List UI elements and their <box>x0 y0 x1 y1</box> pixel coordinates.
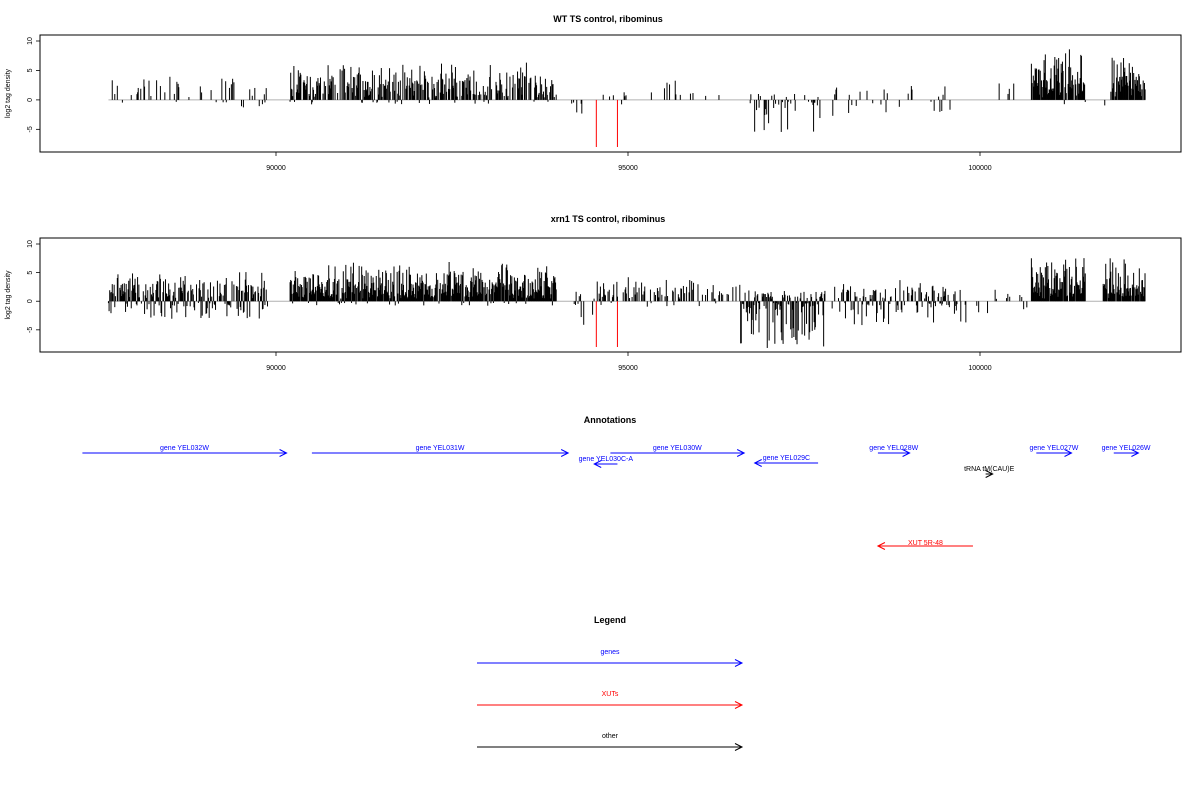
annotation-label: gene YEL029C <box>763 455 810 462</box>
annotations-title: Annotations <box>584 415 637 425</box>
arrow-head <box>734 743 744 751</box>
annotation-arrow <box>82 449 288 457</box>
chart-panel: 10 5 0 -5 log2 tag density 90000 95000 100000 <box>5 34 1182 172</box>
annotation-label: gene YEL028W <box>869 445 918 452</box>
plot-frame <box>39 237 1182 353</box>
annotation-label: gene YEL026W <box>1102 445 1151 452</box>
x-tick-label: 95000 <box>618 165 638 172</box>
arrow-head <box>985 470 994 478</box>
annotation-label: gene YEL032W <box>160 445 209 452</box>
plot-frame <box>39 34 1182 153</box>
annotation-arrow <box>593 460 618 468</box>
density-bars <box>107 258 1146 348</box>
annotation-label: gene YEL027W <box>1029 445 1078 452</box>
annotation-arrow <box>876 542 973 550</box>
x-tick-label: 90000 <box>266 365 286 372</box>
chart-title: WT TS control, ribominus <box>553 14 663 24</box>
y-axis-label: log2 tag density <box>5 68 12 118</box>
y-tick-label: 5 <box>27 271 34 275</box>
arrow-head <box>1064 449 1073 457</box>
annotation-arrow <box>311 449 570 457</box>
annotation-arrow <box>985 470 994 478</box>
arrow-head <box>1131 449 1140 457</box>
y-axis-label: log2 tag density <box>5 270 12 320</box>
y-tick-label: 0 <box>27 299 34 303</box>
x-tick-label: 100000 <box>968 165 991 172</box>
annotation-arrow <box>1036 449 1073 457</box>
x-tick-label: 100000 <box>968 365 991 372</box>
legend-arrow <box>477 701 744 709</box>
chart-title: xrn1 TS control, ribominus <box>551 214 666 224</box>
annotation-arrow <box>1113 449 1140 457</box>
y-tick-label: 10 <box>27 240 34 248</box>
annotation-arrow <box>610 449 746 457</box>
arrow-head <box>279 449 288 457</box>
y-tick-label: -5 <box>27 126 34 132</box>
y-tick-label: 5 <box>27 68 34 72</box>
annotation-label: XUT 5R-48 <box>908 540 943 547</box>
arrow-head <box>593 460 602 468</box>
density-bars <box>111 49 1146 132</box>
y-tick-label: 0 <box>27 98 34 102</box>
annotation-label: gene YEL030C-A <box>579 456 634 463</box>
arrow-head <box>876 542 886 550</box>
arrow-head <box>736 449 746 457</box>
y-tick-label: -5 <box>27 327 34 333</box>
arrow-head <box>753 459 762 467</box>
x-tick-label: 95000 <box>618 365 638 372</box>
legend-title: Legend <box>594 615 626 625</box>
x-tick-label: 90000 <box>266 165 286 172</box>
annotation-arrow <box>753 459 819 467</box>
legend-arrow <box>477 659 744 667</box>
legend-label: XUTs <box>602 691 619 698</box>
arrow-head <box>902 449 911 457</box>
annotation-label: tRNA tM(CAU)E <box>964 466 1015 473</box>
legend-label: genes <box>600 649 620 656</box>
chart-panel: 10 5 0 -5 log2 tag density 90000 95000 100000 <box>5 237 1182 372</box>
legend-arrow <box>477 743 744 751</box>
annotation-label: gene YEL030W <box>653 445 702 452</box>
arrow-head <box>734 701 744 709</box>
y-tick-label: 10 <box>27 37 34 45</box>
legend-label: other <box>602 733 619 740</box>
arrow-head <box>560 449 570 457</box>
arrow-head <box>734 659 744 667</box>
annotation-arrow <box>877 449 911 457</box>
annotation-label: gene YEL031W <box>416 445 465 452</box>
